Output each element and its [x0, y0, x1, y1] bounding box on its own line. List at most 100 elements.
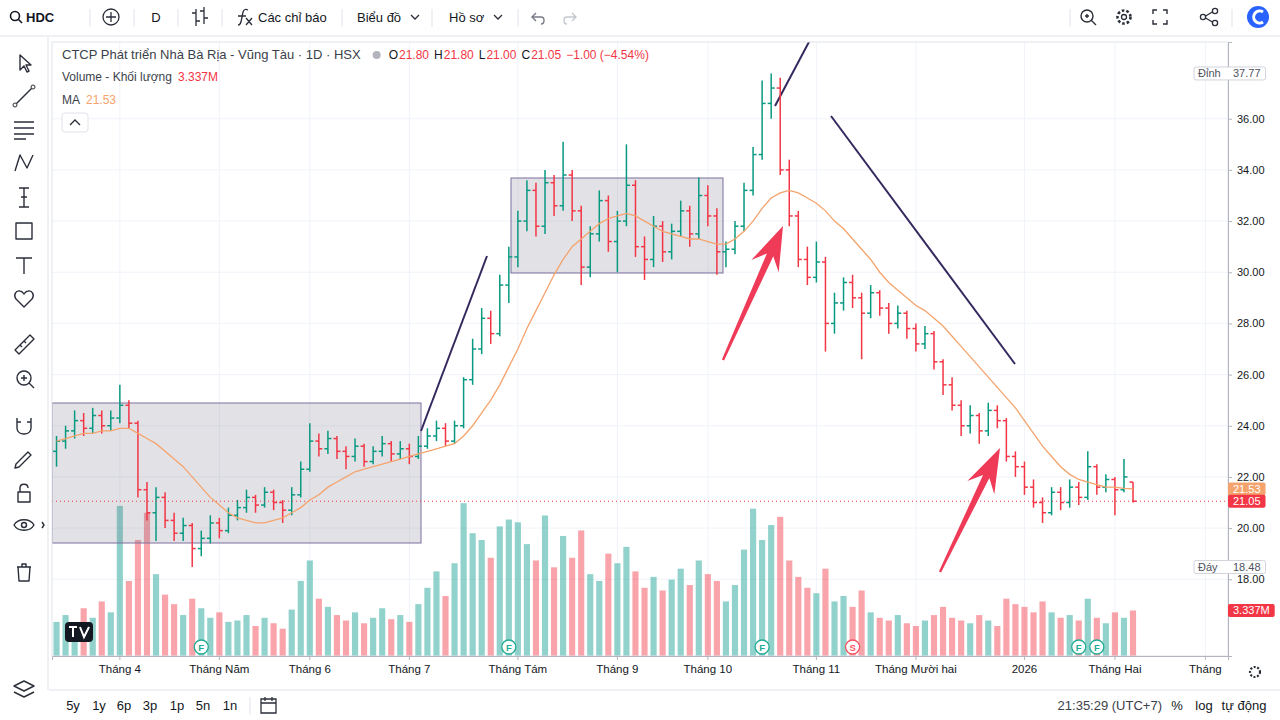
ohlc-close: [183, 525, 187, 527]
symbol-search[interactable]: HDC: [26, 10, 55, 25]
trend-tool-end[interactable]: [13, 103, 17, 107]
undo-button[interactable]: [532, 13, 544, 24]
axis-settings[interactable]: [1250, 667, 1260, 677]
event-label[interactable]: F: [1076, 642, 1082, 653]
fullscreen-button[interactable]: [1153, 10, 1167, 24]
event-circle[interactable]: [846, 640, 860, 654]
collapse-box[interactable]: [62, 113, 88, 132]
compare-button[interactable]: [103, 9, 119, 25]
share-node[interactable]: [1212, 8, 1217, 13]
range-button[interactable]: 5y: [66, 698, 80, 713]
ohlc-close: [219, 530, 223, 532]
event-badge[interactable]: F: [1072, 640, 1086, 654]
favorite-tool[interactable]: [15, 291, 33, 307]
ruler-tool[interactable]: [15, 335, 34, 354]
range-button[interactable]: 5n: [196, 698, 210, 713]
share-node[interactable]: [1212, 20, 1217, 25]
range-button[interactable]: 3p: [143, 698, 157, 713]
event-badge[interactable]: F: [755, 640, 769, 654]
zoom-lens[interactable]: [17, 371, 31, 385]
chart-menu[interactable]: Biểu đồ: [357, 10, 401, 25]
range-button[interactable]: 1y: [92, 698, 106, 713]
draw-lock-tool[interactable]: [15, 452, 31, 468]
ohlc-open: [352, 456, 356, 458]
event-circle[interactable]: [755, 640, 769, 654]
ohlc-open: [569, 174, 573, 176]
x-tick: Tháng Mười hai: [875, 656, 957, 675]
chart-type-button[interactable]: [192, 7, 208, 26]
volume-bar: [162, 595, 168, 656]
ohlc-range: [400, 441, 402, 459]
settings-hub[interactable]: [1122, 15, 1127, 20]
range-button[interactable]: 6p: [117, 698, 131, 713]
measure-tool[interactable]: [19, 188, 29, 207]
trend-tool-end[interactable]: [31, 85, 35, 89]
pattern-tool[interactable]: [15, 155, 33, 171]
text-tool[interactable]: [16, 258, 32, 274]
ohlc-value: 21.00: [486, 48, 516, 62]
ohlc-bar: [252, 495, 259, 513]
search-icon-handle[interactable]: [19, 20, 23, 24]
volume-bar: [732, 585, 738, 656]
event-badge[interactable]: S: [846, 640, 860, 654]
interval-button[interactable]: D: [151, 10, 160, 25]
range-button[interactable]: 1n: [223, 698, 237, 713]
quick-search-mark[interactable]: [1085, 14, 1096, 25]
share-node[interactable]: [1200, 14, 1205, 19]
chevron[interactable]: [411, 15, 419, 19]
event-circle[interactable]: [502, 640, 516, 654]
event-circle[interactable]: [194, 640, 208, 654]
collapse-chevron[interactable]: [70, 120, 80, 125]
trend-tool[interactable]: [15, 87, 33, 105]
ohlc-key: L: [479, 48, 486, 62]
volume-tag-label: 3.337M: [1233, 604, 1270, 616]
visibility-pupil[interactable]: [22, 523, 27, 528]
event-label[interactable]: S: [849, 642, 855, 653]
event-badge[interactable]: F: [194, 640, 208, 654]
ohlc-open: [1120, 489, 1124, 491]
ohlc-open: [1093, 466, 1097, 468]
event-label[interactable]: F: [198, 642, 204, 653]
event-circle[interactable]: [1090, 640, 1104, 654]
cursor[interactable]: [20, 55, 31, 72]
event-label[interactable]: F: [1094, 642, 1100, 653]
ohlc-close: [771, 87, 775, 89]
brand-button[interactable]: [1247, 6, 1269, 28]
grid-line-y: [52, 374, 1228, 375]
event-badge[interactable]: F: [1090, 640, 1104, 654]
redo-button[interactable]: [564, 13, 576, 24]
volume-bar: [415, 604, 421, 656]
lock-tool[interactable]: [18, 484, 30, 502]
zoom-tool[interactable]: [21, 375, 34, 388]
volume-bar: [451, 563, 457, 656]
event-label[interactable]: F: [759, 642, 765, 653]
profile-menu[interactable]: Hồ sơ: [449, 10, 485, 25]
indicators-button[interactable]: Các chỉ báo: [258, 10, 327, 25]
shape-tool[interactable]: [16, 223, 32, 239]
delete-tool[interactable]: [17, 564, 31, 581]
log-button[interactable]: log: [1195, 698, 1212, 713]
layers-tool[interactable]: [14, 681, 34, 697]
indicator-icon[interactable]: [238, 9, 252, 25]
volume-bar: [379, 608, 385, 656]
event-label[interactable]: F: [506, 642, 512, 653]
event-badge[interactable]: F: [502, 640, 516, 654]
volume-bar: [1112, 612, 1118, 656]
brand-mark[interactable]: [1254, 11, 1263, 23]
percent-button[interactable]: %: [1171, 698, 1183, 713]
ohlc-range: [472, 339, 474, 385]
toolbar-separator: [342, 9, 343, 27]
range-button[interactable]: 1p: [170, 698, 184, 713]
search-icon[interactable]: [11, 12, 20, 21]
collapse-button[interactable]: [62, 113, 88, 132]
visibility-tool[interactable]: [14, 520, 44, 531]
magnet-tool[interactable]: [17, 418, 31, 434]
chevron[interactable]: [494, 15, 502, 19]
auto-button[interactable]: tự động: [1222, 698, 1267, 713]
event-circle[interactable]: [1072, 640, 1086, 654]
date-range-button[interactable]: [261, 697, 276, 713]
settings-button[interactable]: [1118, 11, 1131, 24]
compare-plus[interactable]: [106, 12, 116, 22]
fib-tool[interactable]: [14, 122, 34, 139]
ohlc-bar: [505, 247, 512, 303]
